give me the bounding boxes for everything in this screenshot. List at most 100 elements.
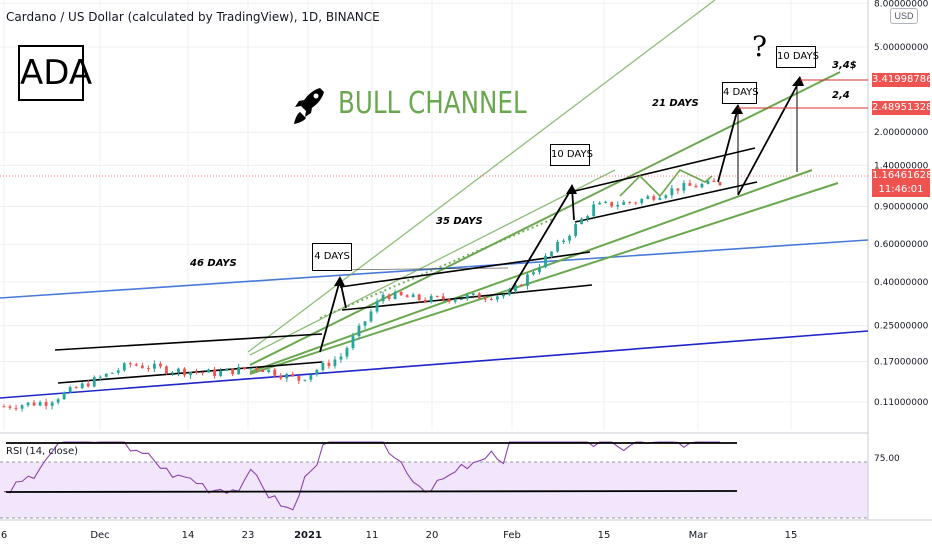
annotation-target-1: 3,4$ (832, 60, 857, 71)
time-tick-label: 15 (785, 530, 798, 541)
chart-title: Cardano / US Dollar (calculated by Tradi… (6, 10, 380, 24)
arrow-heads (334, 76, 804, 286)
candle-body (688, 183, 692, 186)
candle-body (92, 377, 96, 387)
candle-body (658, 197, 662, 200)
candle-body (50, 402, 54, 406)
candle-body (429, 296, 433, 303)
candle-body (580, 218, 584, 225)
candle-body (237, 366, 241, 375)
price-axis: 8.00000000 5.00000000 2.00000000 1.40000000… (874, 0, 929, 464)
candle-body (447, 299, 451, 302)
time-tick-label: Mar (689, 530, 709, 541)
candle-body (171, 372, 174, 374)
candle-body (495, 296, 499, 300)
time-tick-label: Dec (90, 530, 109, 541)
candle-body (195, 371, 198, 373)
time-tick-label: 15 (598, 530, 611, 541)
candle-body (598, 202, 602, 205)
candle-body (676, 188, 680, 191)
candle-body (706, 180, 710, 184)
candle-body (363, 321, 367, 326)
rocket-icon (294, 88, 324, 124)
candle-body (646, 196, 650, 199)
candle-body (128, 363, 132, 365)
candle-body (86, 383, 90, 387)
candle-body (333, 359, 337, 367)
candle-body (592, 204, 596, 217)
currency-badge[interactable]: USD (890, 8, 918, 24)
candle-body (508, 291, 511, 295)
candle-body (303, 379, 307, 381)
price-label-target-high: 3.41998786 (872, 73, 932, 87)
candle-body (20, 405, 24, 409)
candle-body (712, 180, 716, 183)
candle-body (411, 294, 415, 298)
price-tick-label: 0.11000000 (874, 398, 929, 408)
candle-body (219, 370, 223, 377)
box-10-days-b: 10 DAYS (776, 46, 819, 68)
candle-body (321, 362, 325, 371)
headline: BULL CHANNEL (338, 86, 527, 121)
candle-body (459, 298, 463, 300)
price-label-target-low: 2.48951328 (872, 101, 932, 115)
candle-body (297, 375, 301, 381)
price-tick-label: 0.40000000 (874, 278, 929, 288)
green-channel-lines (247, 0, 841, 375)
candle-body (387, 294, 391, 299)
candle-body (520, 284, 523, 286)
candle-body (183, 368, 186, 376)
rsi-title: RSI (14, close) (6, 446, 79, 457)
candle-body (694, 185, 698, 188)
candle-body (640, 198, 644, 204)
candle-body (261, 369, 265, 373)
price-label-current: 1.16461628 (872, 169, 932, 183)
candle-body (556, 241, 559, 252)
candle-body (477, 293, 481, 299)
candle-body (14, 407, 18, 409)
candle-body (309, 374, 313, 380)
time-tick-label: 2021 (294, 530, 322, 541)
candle-body (718, 182, 722, 186)
candle-body (153, 363, 156, 369)
candle-body (122, 363, 126, 371)
candle-body (267, 369, 271, 373)
rsi-band (0, 462, 868, 518)
box-4-days-b: 4 DAYS (722, 82, 759, 104)
candle-body (315, 370, 319, 375)
candle-body (501, 294, 505, 297)
time-tick-label: 20 (426, 530, 439, 541)
candle-body (652, 196, 656, 200)
candle-body (207, 369, 210, 373)
candle-body (74, 387, 78, 389)
annotation-target-2: 2,4 (832, 90, 850, 101)
candle-body (628, 201, 632, 203)
candle-body (98, 376, 102, 378)
candle-body (405, 295, 409, 298)
candle-body (140, 365, 144, 369)
candle-body (586, 216, 590, 219)
candle-body (249, 368, 253, 370)
candle-body (104, 373, 108, 377)
price-tick-label: 8.00000000 (874, 0, 929, 9)
candle-body (670, 188, 674, 196)
candle-body (568, 235, 571, 241)
candle-body (465, 295, 469, 299)
symbol-box: ADA (18, 45, 92, 101)
candle-body (483, 298, 487, 300)
candle-body (574, 224, 577, 236)
price-label-countdown: 11:46:01 (872, 183, 930, 197)
candle-body (538, 267, 541, 273)
candle-body (339, 356, 343, 360)
candle-body (622, 201, 626, 205)
candle-body (26, 402, 30, 406)
candle-body (8, 406, 12, 408)
candle-body (213, 369, 216, 377)
box-10-days-a: 10 DAYS (550, 144, 593, 166)
candle-body (147, 368, 150, 370)
price-tick-label: 0.90000000 (874, 202, 929, 212)
candle-body (441, 296, 445, 300)
candle-body (32, 402, 36, 406)
candle-body (44, 402, 48, 406)
